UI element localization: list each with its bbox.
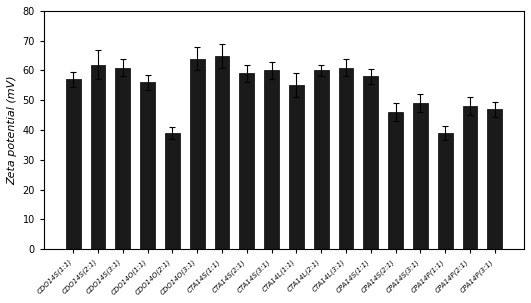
Y-axis label: Zeta potential (mV): Zeta potential (mV) bbox=[7, 75, 17, 185]
Bar bbox=[487, 109, 502, 249]
Bar bbox=[165, 133, 180, 249]
Bar bbox=[363, 76, 378, 249]
Bar bbox=[438, 133, 452, 249]
Bar bbox=[413, 103, 428, 249]
Bar bbox=[314, 71, 329, 249]
Bar bbox=[90, 65, 106, 249]
Bar bbox=[239, 73, 254, 249]
Bar bbox=[140, 82, 155, 249]
Bar bbox=[190, 58, 204, 249]
Bar bbox=[339, 68, 354, 249]
Bar bbox=[215, 55, 229, 249]
Bar bbox=[115, 68, 130, 249]
Bar bbox=[388, 112, 403, 249]
Bar bbox=[66, 79, 81, 249]
Bar bbox=[463, 106, 477, 249]
Bar bbox=[264, 71, 279, 249]
Bar bbox=[289, 85, 304, 249]
